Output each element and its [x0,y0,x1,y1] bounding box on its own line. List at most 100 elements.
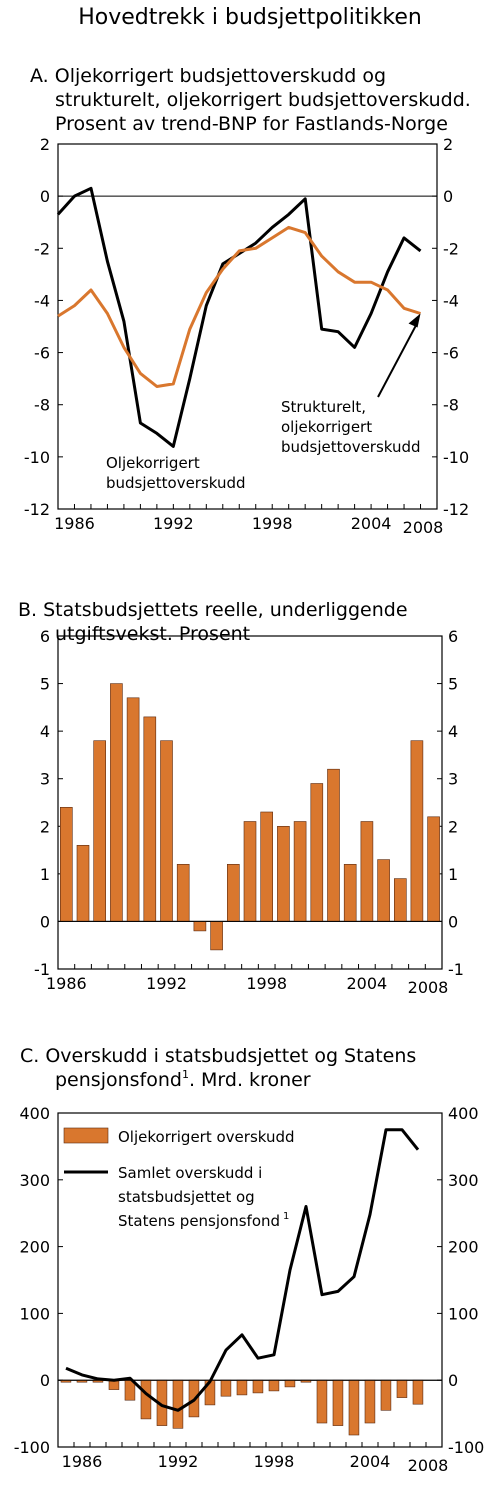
chart-a-ytick-label-left: 2 [40,135,50,154]
chart-b-title-line-2: utgiftsvekst. Prosent [55,623,250,645]
chart-c-legend-label-bars: Oljekorrigert overskudd [118,1128,295,1146]
chart-a-annotation-oljekorrigert: budsjettoverskudd [106,474,246,492]
chart-a-annotation-strukturelt: budsjettoverskudd [281,438,421,456]
chart-a-arrow-head [408,313,421,328]
chart-b-bar [277,825,290,922]
chart-c-legend-label-line: Statens pensjonsfond 1 [118,1211,289,1230]
chart-a-annotation-strukturelt: oljekorrigert [281,418,372,436]
chart-c-bar [220,1379,232,1397]
chart-b-bar [260,811,274,922]
chart-b-bar [377,859,390,922]
chart-c-bar [316,1379,328,1424]
chart-c-ytick-label-right: 200 [448,1238,479,1257]
chart-b-ytick-label-right: 6 [448,627,458,646]
chart-c-bar [380,1379,392,1411]
chart-a-ytick-label-right: -2 [443,239,459,258]
chart-c-bar [396,1379,408,1398]
chart-a-title-line-2: strukturelt, oljekorrigert budsjettovers… [55,89,471,111]
chart-b-ytick-label-left: 4 [40,722,50,741]
chart-c-xtick-label: 1998 [254,1452,295,1471]
chart-c-xtick-label: 1992 [158,1452,199,1471]
chart-a-xtick-label: 2004 [351,514,392,533]
chart-c-bar [172,1379,184,1429]
chart-a-ytick-label-left: -2 [34,239,50,258]
chart-c-title-word: pensjonsfond [55,1069,182,1091]
chart-b-title-line-1: B. Statsbudsjettets reelle, underliggend… [18,599,408,621]
chart-c-ytick-label-right: 0 [448,1371,458,1390]
chart-b-xtick-label: 2008 [408,978,449,997]
chart-b-bar [160,740,173,922]
chart-b-ytick-label-left: 5 [40,675,50,694]
chart-b-bar [343,863,357,922]
chart-c-bar [332,1379,344,1426]
chart-c-ytick-label-right: 400 [448,1104,479,1123]
chart-a-ytick-label-right: -10 [443,448,469,467]
chart-a-title-line-1: A. Oljekorrigert budsjettoverskudd og [30,65,386,87]
chart-a-ytick-label-left: -12 [24,500,50,519]
chart-a-xtick-label: 2008 [403,518,444,537]
chart-c-ytick-label-left: -100 [14,1438,50,1457]
chart-c-legend-swatch-bars [63,1127,109,1144]
chart-b-ytick-label-right: 3 [448,770,458,789]
chart-c-ytick-label-right: 300 [448,1171,479,1190]
chart-a-plot-frame [57,143,438,510]
chart-b-ytick-label-left: 6 [40,627,50,646]
chart-a-title-line-3: Prosent av trend-BNP for Fastlands-Norge [55,113,448,135]
chart-c-xtick-label: 2008 [408,1456,449,1475]
chart-b-bar [126,697,140,922]
chart-b-bar [176,863,190,922]
chart-b-bar [227,863,240,922]
chart-b-ytick-label-right: 4 [448,722,458,741]
chart-a-ytick-label-right: 0 [443,187,453,206]
chart-a-series-oljekorrigert-line [56,186,422,448]
chart-a-ytick-label-right: -12 [443,500,469,519]
chart-b-bar [393,878,407,922]
chart-a-ytick-label-right: -8 [443,396,459,415]
chart-b-xtick-label: 1992 [146,974,187,993]
chart-c-title-tail: . Mrd. kroner [189,1069,311,1091]
chart-a-ytick-label-left: -10 [24,448,50,467]
chart-a-xtick-label: 1986 [54,514,95,533]
chart-b-ytick-label-left: 3 [40,770,50,789]
chart-a-ytick-label-right: -4 [443,291,459,310]
chart-a-ytick-label-left: -4 [34,291,50,310]
chart-c-series-samlet-line [65,1128,420,1412]
chart-c-bar [364,1379,376,1424]
chart-b-bar [310,783,324,922]
chart-b-ytick-label-left: -1 [34,960,50,979]
chart-a-annotation-oljekorrigert: Oljekorrigert [106,454,200,472]
chart-b-ytick-label-right: 0 [448,912,458,931]
chart-a-annotation-strukturelt: Strukturelt, [281,398,366,416]
chart-c-bar [140,1379,152,1420]
chart-c-bar [268,1379,280,1392]
chart-a-annotation-arrow [377,321,419,398]
chart-a-ytick-label-left: 0 [40,187,50,206]
chart-c-bar [236,1379,248,1396]
chart-b-ytick-label-right: -1 [448,960,464,979]
chart-b-xtick-label: 1998 [246,974,287,993]
chart-c-bar [284,1379,296,1388]
chart-c-title-superscript: 1 [182,1068,189,1081]
chart-c-xtick-label: 1986 [62,1452,103,1471]
chart-c-title-line-2: pensjonsfond1. Mrd. kroner [55,1068,311,1091]
chart-c-ytick-label-left: 0 [40,1371,50,1390]
chart-b-bar [93,740,106,922]
chart-a-ytick-label-left: -6 [34,344,50,363]
chart-c-bar [252,1379,264,1394]
chart-c: 400 400 300 300 200 200 100 100 0 0 -100 -100 1986 19… [14,1104,485,1475]
chart-c-bar [348,1379,360,1436]
chart-a-ytick-label-right: 2 [443,135,453,154]
chart-b-ytick-label-right: 5 [448,675,458,694]
chart-b-ytick-label-left: 0 [40,912,50,931]
chart-b-bar [327,768,340,922]
chart-b-bar [293,821,307,922]
chart-b-ytick-label-right: 1 [448,865,458,884]
chart-b-ytick-label-left: 2 [40,817,50,836]
chart-b-bar [210,921,223,951]
chart-b-bar [410,740,424,922]
chart-b-bar [427,816,440,922]
chart-c-ytick-label-left: 100 [19,1304,50,1323]
chart-a-ytick-label-left: -8 [34,396,50,415]
